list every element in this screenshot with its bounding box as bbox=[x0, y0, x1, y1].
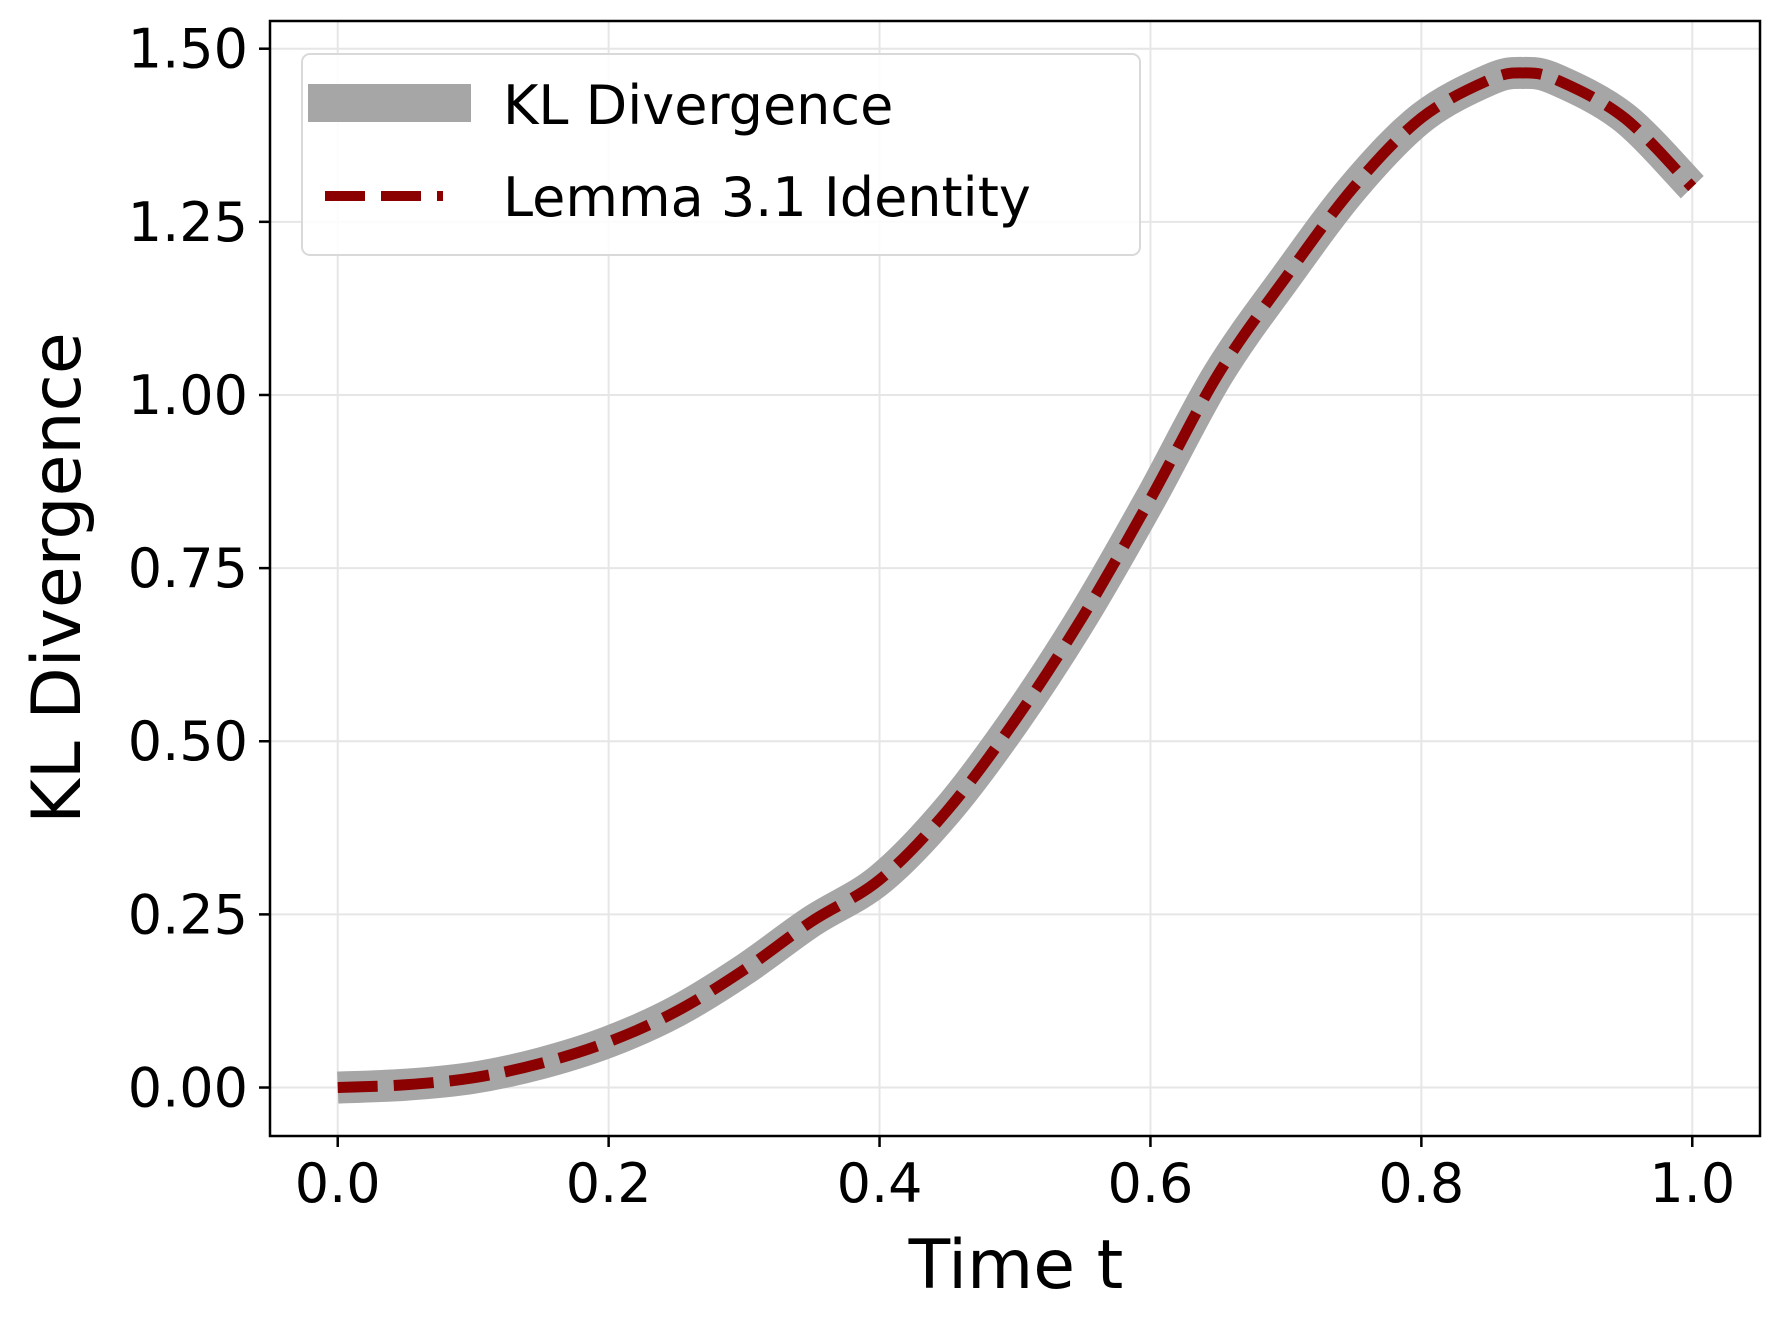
axis-ticks: 0.0 0.2 0.4 0.6 0.8 1.0 0.00 0.25 0.50 0.75 1.00 1.… bbox=[128, 18, 1735, 1215]
legend-label-kl-divergence: KL Divergence bbox=[503, 74, 893, 137]
legend-box bbox=[301, 53, 1141, 256]
legend: KL Divergence Lemma 3.1 Identity bbox=[301, 53, 1141, 256]
y-tick-label-2: 0.50 bbox=[128, 710, 248, 773]
y-tick-label-0: 0.00 bbox=[128, 1057, 248, 1120]
x-tick-label-3: 0.6 bbox=[1108, 1152, 1194, 1215]
x-tick-label-0: 0.0 bbox=[295, 1152, 381, 1215]
x-tick-label-5: 1.0 bbox=[1649, 1152, 1735, 1215]
x-tick-label-1: 0.2 bbox=[566, 1152, 652, 1215]
y-tick-label-1: 0.25 bbox=[128, 883, 248, 946]
y-tick-label-3: 0.75 bbox=[128, 537, 248, 600]
x-tick-label-4: 0.8 bbox=[1378, 1152, 1464, 1215]
series-line-lemma-identity bbox=[337, 67, 1697, 1094]
y-tick-label-4: 1.00 bbox=[128, 364, 248, 427]
y-tick-label-6: 1.50 bbox=[128, 18, 248, 81]
y-axis-title: KL Divergence bbox=[18, 332, 97, 824]
x-tick-label-2: 0.4 bbox=[837, 1152, 923, 1215]
plot-frame bbox=[268, 19, 1762, 1138]
plot-series bbox=[337, 56, 1704, 1104]
x-axis-title: Time t bbox=[908, 1226, 1124, 1305]
y-tick-label-5: 1.25 bbox=[128, 191, 248, 254]
legend-label-lemma-identity: Lemma 3.1 Identity bbox=[503, 166, 1031, 229]
